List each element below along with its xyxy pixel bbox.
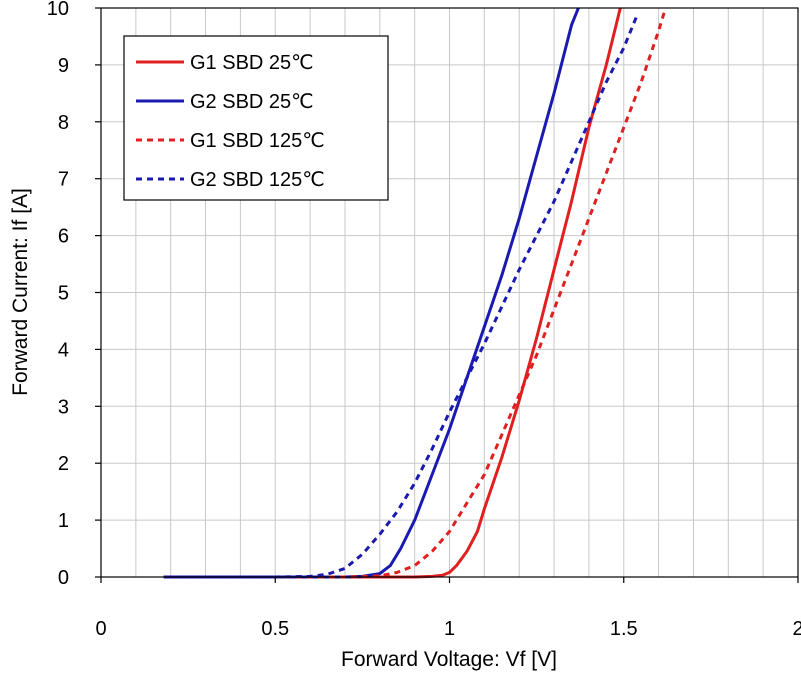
- y-tick-label: 1: [58, 510, 69, 532]
- x-tick-label: 0.5: [261, 618, 289, 640]
- legend: G1 SBD 25℃ G2 SBD 25℃ G1 SBD 125℃ G2 SBD 12…: [123, 35, 389, 201]
- y-tick-label: 8: [58, 112, 69, 134]
- y-tick-label: 10: [47, 0, 69, 20]
- y-tick-label: 6: [58, 226, 69, 248]
- legend-label: G2 SBD 25℃: [190, 91, 314, 113]
- y-tick-label: 7: [58, 169, 69, 191]
- y-tick-label: 4: [58, 339, 69, 361]
- x-tick-label: 1.5: [610, 618, 638, 640]
- x-tick-label: 0: [95, 618, 106, 640]
- y-tick-label: 3: [58, 396, 69, 418]
- x-tick-label: 1: [444, 618, 455, 640]
- y-axis-title: Forward Current: If [A]: [9, 188, 32, 396]
- y-tick-label: 2: [58, 453, 69, 475]
- x-axis-title: Forward Voltage: Vf [V]: [341, 648, 557, 671]
- y-tick-label: 0: [58, 567, 69, 589]
- y-tick-label: 9: [58, 55, 69, 77]
- tick-labels: 0 1 2 3 4 5 6 7 8 9 10 0 0.5 1 1.5 2: [47, 0, 801, 640]
- series-line-4: [163, 13, 640, 579]
- legend-label: G1 SBD 125℃: [190, 130, 325, 152]
- y-tick-label: 5: [58, 283, 69, 305]
- legend-label: G2 SBD 125℃: [190, 169, 325, 191]
- x-tick-label: 2: [792, 618, 801, 640]
- legend-label: G1 SBD 25℃: [190, 52, 314, 74]
- series-line-3: [163, 7, 668, 579]
